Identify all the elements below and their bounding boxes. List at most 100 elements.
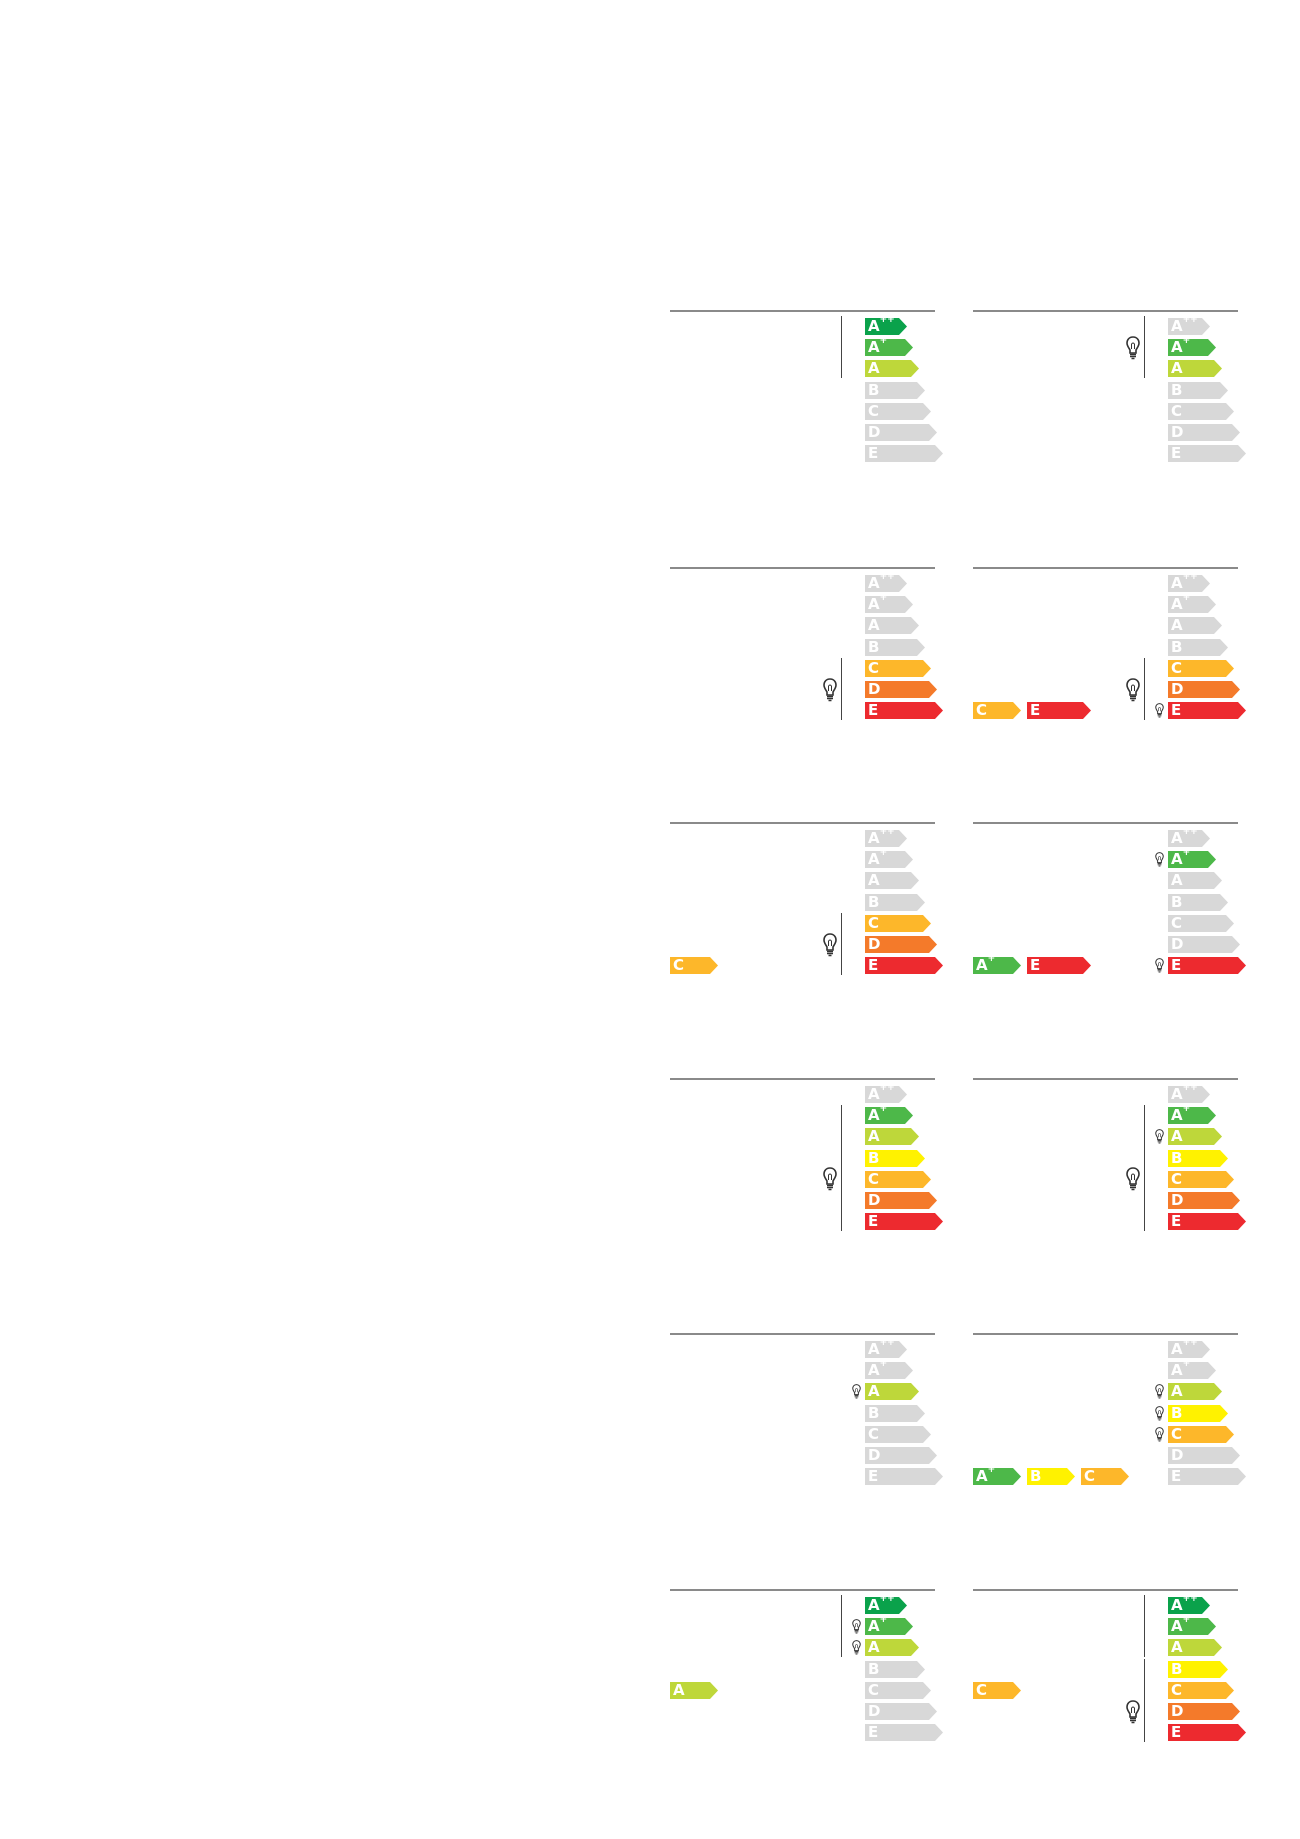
class-label: A [868,1127,880,1146]
range-bracket-line [841,1595,842,1658]
class-label: C [976,701,987,720]
class-label: B [1171,1149,1182,1168]
class-letter: E [868,444,879,463]
class-letter: A [868,338,880,357]
light-bulb-icon [1155,1129,1164,1144]
class-letter: B [1030,1467,1042,1486]
class-letter: D [1171,423,1184,441]
energy-label-panel: A++ A+ A B C D E [670,310,943,540]
class-letter: A [1171,616,1183,635]
class-label: A++ [868,316,895,336]
class-label: C [868,1425,879,1444]
light-bulb-icon [852,1640,861,1655]
class-letter: C [868,401,880,420]
panel-divider [670,1589,935,1591]
class-letter: E [868,1723,879,1742]
class-superscript: + [1182,1615,1191,1626]
class-label: A [868,359,880,378]
class-superscript: + [879,593,888,604]
class-label: E [1171,1723,1181,1742]
light-bulb-icon [1155,1426,1164,1442]
class-label: A [868,1382,880,1401]
class-letter: A [1171,1106,1183,1125]
class-label: A+ [868,1359,888,1380]
class-letter: C [1171,1680,1183,1699]
class-letter: D [868,935,881,953]
class-superscript: + [1182,1359,1191,1370]
class-letter: D [868,423,881,441]
class-label: A+ [976,955,995,975]
class-label: E [1171,701,1181,720]
class-label: A [868,1638,880,1657]
class-label: C [1171,402,1182,421]
class-letter: D [1171,1702,1184,1720]
energy-label-panel: A++ A+ A B C D E A [670,1589,943,1819]
class-label: A+ [1171,594,1190,614]
class-letter: B [1171,637,1183,656]
class-label: A [868,616,880,635]
class-label: B [868,893,879,912]
class-label: A+ [868,336,888,357]
energy-label-panel: A++ A+ A B C D E C E [973,567,1246,797]
class-label: A++ [868,1594,895,1615]
class-superscript: + [879,336,888,347]
class-letter: E [1171,956,1182,975]
class-letter: A [1171,1596,1183,1614]
energy-label-panel: A++ A+ A B C D E [670,567,943,797]
class-label: A [1171,1382,1183,1401]
class-letter: A [673,1680,685,1699]
class-label: C [1171,1681,1182,1700]
class-label: B [868,638,879,657]
class-label: D [1171,1191,1183,1210]
class-letter: D [868,1446,881,1464]
class-letter: E [1171,701,1182,720]
energy-label-panel: A++ A+ A B C D E A+ B C [973,1333,1246,1563]
class-label: C [976,1681,987,1700]
class-letter: A [868,616,880,635]
class-label: A+ [868,593,888,614]
light-bulb-icon [823,677,837,701]
class-label: B [868,1149,879,1168]
class-letter: A [1171,338,1183,357]
energy-label-panel: A++ A+ A B C D E [973,310,1246,540]
class-label: E [1171,956,1181,975]
class-label: B [1030,1467,1041,1486]
class-letter: A [1171,871,1183,890]
class-superscript: ++ [1182,572,1198,582]
panel-divider [670,567,935,569]
class-letter: A [868,871,880,890]
class-letter: D [1171,1446,1184,1464]
class-letter: E [1171,444,1182,463]
class-letter: A [1171,1085,1183,1103]
class-label: E [868,1212,878,1231]
class-superscript: ++ [879,1083,895,1093]
class-letter: C [868,658,880,677]
class-letter: B [1171,1148,1183,1167]
class-letter: B [868,892,880,911]
class-letter: E [1030,701,1041,720]
class-superscript: + [879,1359,888,1370]
class-superscript: ++ [879,1594,895,1604]
class-label: A [868,871,880,890]
class-label: E [1030,956,1040,975]
class-letter: A [868,1127,880,1146]
class-label: B [1171,1660,1182,1679]
class-label: A [1171,871,1183,890]
class-superscript: + [987,1465,996,1476]
class-label: C [1171,659,1182,678]
class-letter: A [976,1467,988,1486]
panel-divider [973,1333,1238,1335]
class-letter: B [868,380,880,399]
class-letter: D [868,680,881,698]
panel-divider [973,1589,1238,1591]
light-bulb-icon [1126,335,1140,359]
light-bulb-icon [1126,1699,1140,1723]
class-letter: A [868,1085,880,1103]
class-letter: A [1171,1361,1183,1380]
range-bracket-line [841,657,842,721]
class-label: A [1171,616,1183,635]
light-bulb-icon [1126,1167,1140,1191]
class-letter: E [1171,1723,1182,1742]
class-label: A [673,1681,685,1700]
class-letter: E [868,1212,879,1231]
